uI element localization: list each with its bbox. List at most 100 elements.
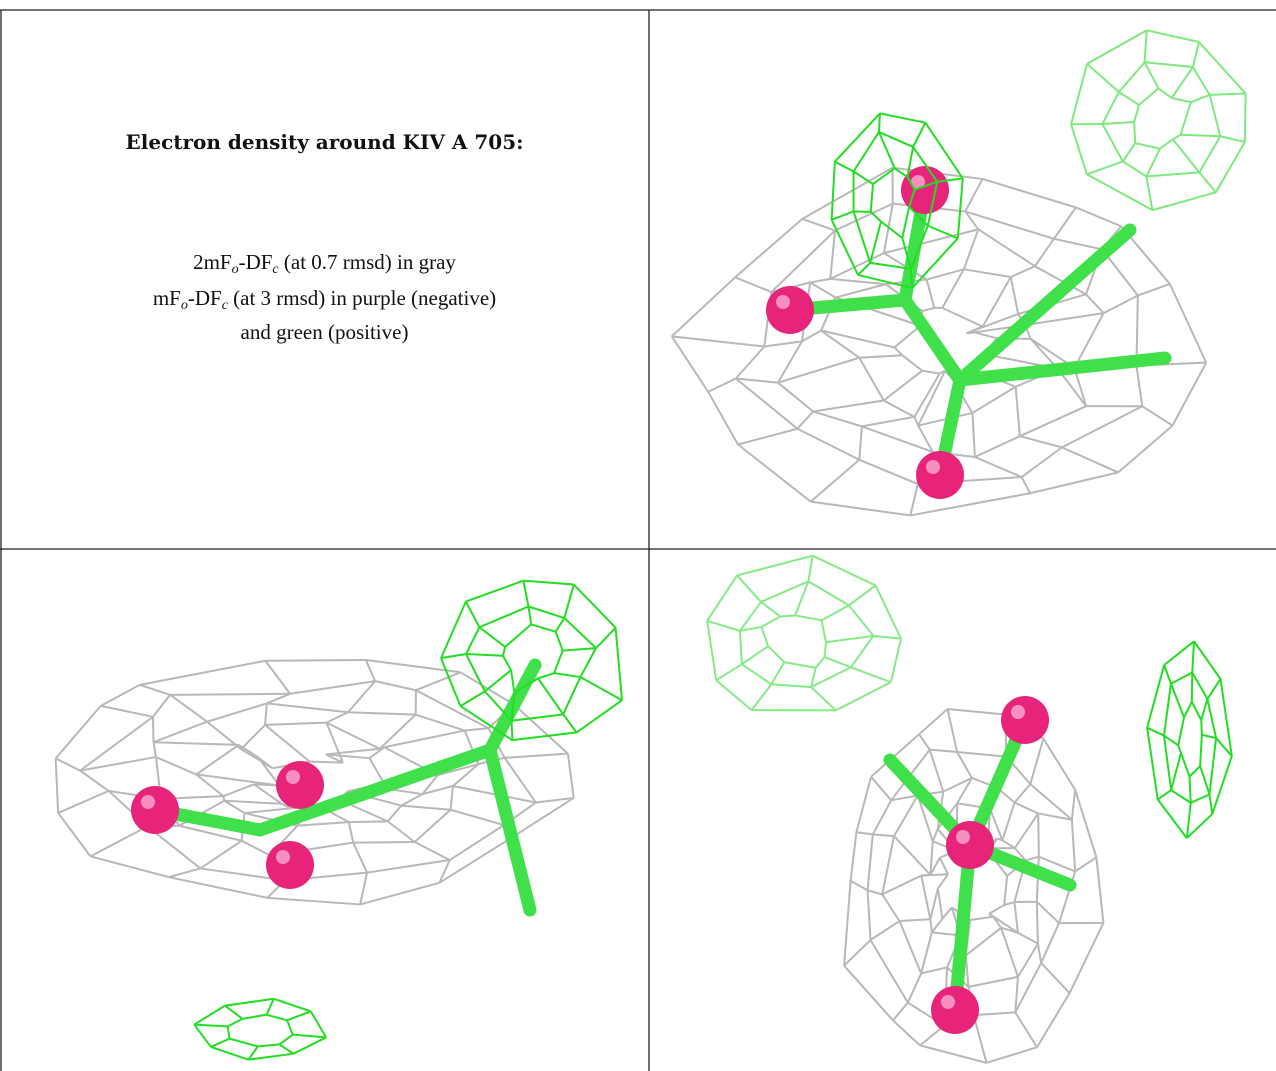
text: mF [153,286,181,310]
mesh-edge [1199,42,1246,94]
density-mesh [707,556,901,711]
atom [276,761,324,809]
mesh-edge [1072,820,1075,872]
mesh-edge [914,374,939,417]
mesh-edge [298,822,349,825]
atom-highlight [776,295,790,309]
mesh-edge [927,280,935,308]
mesh-edge [153,695,170,717]
text: (at 3 rmsd) in purple (negative) [228,286,496,310]
mesh-edge [899,919,930,921]
mesh-edge [512,721,513,740]
mesh-edge [989,914,1018,933]
atom [916,451,964,499]
mesh-edge [811,502,911,516]
mesh-edge [564,618,596,648]
mesh-edge [740,631,742,664]
mesh-edge [735,219,802,277]
mesh-edge [1041,923,1059,963]
mesh-edge [465,728,489,730]
mesh-edge [1022,447,1062,477]
mesh-edge [503,647,505,656]
mesh-edge [982,179,1075,207]
mesh-edge [884,401,915,417]
mesh-edge [921,876,930,920]
mesh-edge [485,670,511,691]
mesh-edge [768,646,784,662]
text: -DF [239,250,273,274]
mesh-edge [736,378,798,428]
mesh-edge [835,204,893,231]
mesh-edge [1158,800,1187,839]
mesh-edge [1138,284,1170,296]
mesh-edge [1181,753,1190,777]
mesh-edge [797,429,859,460]
mesh-edge [1187,814,1213,838]
mesh-edge [1171,753,1181,790]
mesh-edge [279,1035,292,1045]
mesh-edge [1210,95,1221,136]
mesh-edge [388,806,402,822]
atom-highlight [926,460,940,474]
mesh-edge [503,656,511,670]
mesh-edge [851,881,868,890]
mesh-edge [228,1026,230,1038]
mesh-edge [211,1047,248,1060]
mesh-edge [862,417,915,427]
mesh-edge [830,231,835,279]
mesh-edge [957,752,1006,757]
mesh-edge [1002,803,1014,841]
caption-title: Electron density around KIV A 705: [0,130,649,154]
mesh-edge [742,646,768,664]
mesh-edge [736,378,778,382]
mesh-edge [920,1045,987,1062]
mesh-edge [1146,172,1199,176]
mesh-edge [242,1015,266,1019]
mesh-edge [265,660,365,661]
mesh-edge [556,618,565,632]
mesh-edge [871,777,891,801]
mesh-edge [778,383,813,412]
mesh-edge [1171,684,1184,718]
mesh-edge [140,685,170,695]
mesh-edge [1123,143,1135,161]
mesh-edge [1191,794,1210,803]
mesh-edge [1146,176,1152,210]
mesh-edge [1171,790,1191,803]
mesh-edge [873,834,894,836]
mesh-edge [894,347,902,355]
text: (at 0.7 rmsd) in gray [279,250,456,274]
mesh-edge [764,341,802,346]
mesh-edge [969,977,1018,987]
mesh-edge [884,229,978,253]
mesh-edge [556,632,563,651]
mesh-edge [1192,702,1201,720]
mesh-edge [859,358,883,401]
mesh-edge [267,694,290,704]
atom [266,841,314,889]
mesh-edge [90,826,147,856]
mesh-edge [229,1039,257,1047]
mesh-edge [1118,426,1172,473]
mesh-edge [274,999,311,1012]
mesh-edge [849,585,876,605]
mesh-edge [80,717,153,771]
mesh-edge [1102,122,1134,124]
mesh-edge [574,585,616,628]
mesh-edge [738,445,811,502]
mesh-edge [1202,735,1216,738]
mesh-edge [1030,472,1118,493]
mesh-edge [922,371,939,374]
mesh-edge [919,734,930,749]
mesh-edge [948,709,1006,714]
mesh-edge [707,575,737,620]
mesh-edge [1014,902,1017,933]
mesh-edge [294,1037,327,1053]
mesh-edge [360,873,367,905]
mesh-edge [802,219,835,231]
mesh-edge [366,660,375,681]
mesh-edge [348,712,416,714]
mesh-edge [58,813,90,856]
mesh-edge [290,681,375,694]
mesh-edge [207,703,267,721]
